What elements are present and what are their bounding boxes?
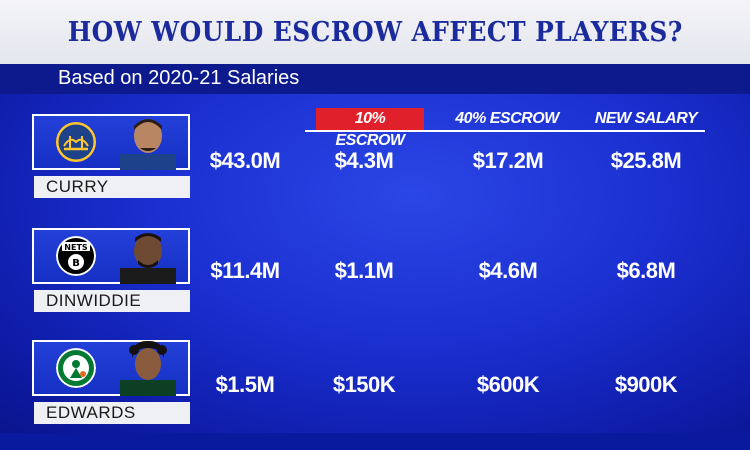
player-row-curry: CURRY $43.0M $4.3M $17.2M $25.8M <box>0 114 750 224</box>
broadcast-graphic: HOW WOULD ESCROW AFFECT PLAYERS? Based o… <box>0 0 750 433</box>
player-name: DINWIDDIE <box>34 290 190 312</box>
escrow-40-value: $600K <box>476 372 540 397</box>
player-row-edwards: EDWARDS $1.5M $150K $600K $900K <box>0 340 750 450</box>
player-name: EDWARDS <box>34 402 190 424</box>
header-divider <box>305 130 705 132</box>
escrow-40-value: $17.2M <box>472 148 544 173</box>
graphic-title: HOW WOULD ESCROW AFFECT PLAYERS? <box>67 16 683 48</box>
salary-value: $43.0M <box>209 148 281 173</box>
player-name: CURRY <box>34 176 190 198</box>
new-salary-value: $25.8M <box>610 148 682 173</box>
player-row-dinwiddie: NETS B DINWIDDIE $11.4M $1.1M $4.6M $6.8… <box>0 228 750 338</box>
new-salary-value: $6.8M <box>616 258 676 283</box>
player-portrait <box>120 340 176 396</box>
column-header-new-salary: NEW SALARY <box>594 110 698 127</box>
escrow-40-value: $4.6M <box>478 258 538 283</box>
escrow-10-value: $1.1M <box>334 258 394 283</box>
player-card <box>32 340 190 396</box>
player-portrait <box>120 233 176 284</box>
salary-value: $11.4M <box>210 258 280 283</box>
salary-value: $1.5M <box>215 372 275 397</box>
nets-logo-icon: NETS B <box>56 236 96 276</box>
subtitle-bar: Based on 2020-21 Salaries <box>0 64 750 94</box>
title-bar: HOW WOULD ESCROW AFFECT PLAYERS? <box>0 0 750 64</box>
graphic-subtitle: Based on 2020-21 Salaries <box>58 67 300 89</box>
warriors-logo-icon <box>56 122 96 162</box>
escrow-10-value: $150K <box>332 372 396 397</box>
column-header-40-escrow: 40% ESCROW <box>455 110 559 127</box>
column-header-10-escrow: 10% ESCROW <box>316 108 424 149</box>
celtics-logo-icon <box>56 348 96 388</box>
new-salary-value: $900K <box>614 372 678 397</box>
player-portrait <box>120 119 176 170</box>
svg-text:NETS: NETS <box>64 243 88 252</box>
escrow-10-value: $4.3M <box>334 148 394 173</box>
svg-text:B: B <box>72 258 80 269</box>
player-card: NETS B <box>32 228 190 284</box>
player-card <box>32 114 190 170</box>
